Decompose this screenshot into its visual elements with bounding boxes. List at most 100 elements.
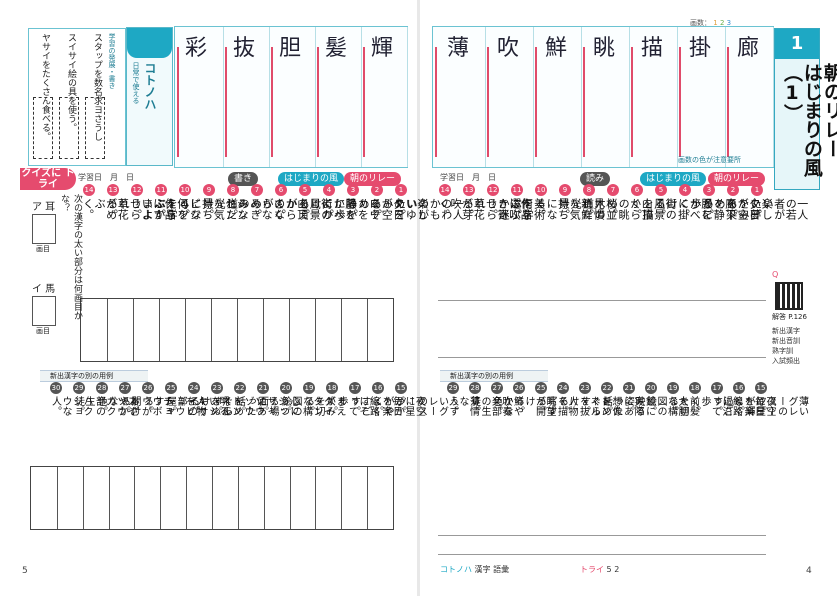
kanji-marker bbox=[727, 47, 743, 157]
qr-tag: Q bbox=[772, 270, 779, 279]
question-text: 心にうつる場面。 bbox=[256, 396, 300, 416]
grid-divider bbox=[134, 467, 136, 529]
kanji-marker bbox=[487, 47, 503, 157]
question-text: 想像をめぐらす。 bbox=[578, 396, 622, 416]
kanji-marker bbox=[225, 47, 241, 157]
question-number: 29 bbox=[447, 382, 459, 394]
legend-item: 熟字訓 bbox=[772, 347, 793, 355]
question-text: トンネルをぬける。 bbox=[187, 396, 241, 416]
quiz-tab[interactable]: クイズに トライ bbox=[20, 168, 76, 190]
question-text: みなれた光景。 bbox=[201, 198, 250, 220]
question-text: あざやかな色。 bbox=[95, 396, 139, 416]
grid-divider bbox=[367, 467, 369, 529]
answer-box[interactable] bbox=[33, 97, 53, 159]
question-number: 10 bbox=[535, 184, 547, 196]
kanji-entry: 薄 bbox=[433, 27, 486, 167]
question-number: 22 bbox=[234, 382, 246, 394]
question-number: 14 bbox=[83, 184, 95, 196]
question-text: 街の風景をえがく。 bbox=[273, 198, 333, 220]
question-number: 19 bbox=[667, 382, 679, 394]
answer-box[interactable] bbox=[59, 97, 79, 159]
question-number: 3 bbox=[347, 184, 359, 196]
kanji-marker bbox=[177, 47, 193, 157]
answer-box[interactable] bbox=[85, 97, 105, 159]
question-number: 9 bbox=[559, 184, 571, 196]
question-text: ソウゾウをめぐらす。 bbox=[210, 396, 264, 416]
hajimari-label: はじまりの風 bbox=[640, 172, 707, 186]
quiz-answer-b[interactable] bbox=[32, 296, 56, 326]
grid-divider bbox=[289, 467, 291, 529]
write-grid[interactable] bbox=[80, 298, 394, 362]
question-text: うすいグレーのスーツ。 bbox=[394, 396, 459, 416]
question-text: 草花がめぶく。 bbox=[81, 198, 130, 220]
grid-divider bbox=[185, 299, 186, 361]
footer-left: コトノハ 漢字 語彙 bbox=[440, 565, 510, 574]
right-kanji-strip: 廊 掛 描 眺 鮮 吹 薄 bbox=[432, 26, 774, 168]
question-text: 夕日が空を染める。 bbox=[701, 198, 761, 220]
question-text: 薄いグレーのスーツ。 bbox=[754, 396, 808, 416]
asa-label: 朝のリレー bbox=[344, 172, 402, 186]
question-number: 18 bbox=[326, 382, 338, 394]
read-label: 読み bbox=[580, 172, 611, 186]
question-number: 11 bbox=[511, 184, 523, 196]
question-text: 新鮮な気持ちになる。 bbox=[533, 198, 593, 220]
question-number: 25 bbox=[165, 382, 177, 394]
question-number: 28 bbox=[96, 382, 108, 394]
question-text: 街の風景を描く。 bbox=[629, 198, 678, 220]
grid-divider bbox=[82, 467, 84, 529]
question-number: 26 bbox=[142, 382, 154, 394]
write-grid[interactable] bbox=[30, 466, 394, 530]
question-text: トンネルを抜ける。 bbox=[556, 396, 610, 416]
question-number: 24 bbox=[557, 382, 569, 394]
usage-header: 新出漢字の別の用例 bbox=[40, 370, 148, 382]
question-number: 21 bbox=[257, 382, 269, 394]
question-text: ビジュツを学ぶ。 bbox=[153, 198, 202, 220]
question-text: まえがみを切る。 bbox=[302, 396, 346, 416]
question-number: 17 bbox=[349, 382, 361, 394]
lesson-title-bar: 1 朝のリレー はじまりの風（1） bbox=[774, 28, 837, 190]
question-number: 20 bbox=[280, 382, 292, 394]
question-text: 見慣れた光景。 bbox=[557, 198, 606, 220]
usage-answer-row bbox=[438, 535, 766, 555]
question-text: 眺望が開ける。 bbox=[512, 396, 556, 416]
question-number: 2 bbox=[727, 184, 739, 196]
question-number: 9 bbox=[203, 184, 215, 196]
write-label: 書き bbox=[228, 172, 259, 186]
kanji-marker bbox=[583, 47, 599, 157]
date-field: 学習日 月 日 bbox=[78, 173, 134, 182]
question-text: 鏡に映る姿。 bbox=[622, 396, 655, 416]
qr-code-icon[interactable] bbox=[775, 282, 803, 310]
question-number: 28 bbox=[469, 382, 481, 394]
kanji-entry: 眺 bbox=[581, 27, 630, 167]
kotonoha-box: コトノハ 日常で使える bbox=[126, 27, 173, 166]
quiz-answer-a[interactable] bbox=[32, 214, 56, 244]
kanji-entry: 描 bbox=[629, 27, 678, 167]
asa-label: 朝のリレー bbox=[708, 172, 766, 186]
kotonoha-subtitle: 日常で使える bbox=[132, 62, 140, 104]
question-number: 25 bbox=[535, 382, 547, 394]
kanji-entry: 彩 bbox=[175, 27, 224, 167]
grid-divider bbox=[315, 467, 317, 529]
question-text: チョウボウが開ける。 bbox=[118, 396, 172, 416]
question-number: 3 bbox=[703, 184, 715, 196]
grid-divider bbox=[186, 467, 188, 529]
question-number: 12 bbox=[487, 184, 499, 196]
question-number: 20 bbox=[645, 382, 657, 394]
grid-divider bbox=[315, 299, 316, 361]
question-text: ジッサイにあった話。 bbox=[233, 396, 287, 416]
question-number: 6 bbox=[275, 184, 287, 196]
kanji-entry: 掛 bbox=[677, 27, 726, 167]
question-number: 21 bbox=[623, 382, 635, 394]
kanji-marker bbox=[679, 47, 695, 157]
question-text: 何を選ぶか迷う。 bbox=[485, 198, 534, 220]
question-text: 楽しいゆめをみる。 bbox=[369, 198, 429, 220]
grid-divider bbox=[263, 299, 264, 361]
question-text: 明るいシキサイの部屋。 bbox=[164, 396, 229, 416]
question-number: 22 bbox=[601, 382, 613, 394]
question-number: 27 bbox=[491, 382, 503, 394]
kanji-marker bbox=[271, 47, 287, 157]
question-text: 何をえらぶかまよう。 bbox=[129, 198, 189, 220]
question-number: 10 bbox=[179, 184, 191, 196]
question-text: 楽しい夢をみる。 bbox=[725, 198, 774, 220]
question-number: 13 bbox=[107, 184, 119, 196]
